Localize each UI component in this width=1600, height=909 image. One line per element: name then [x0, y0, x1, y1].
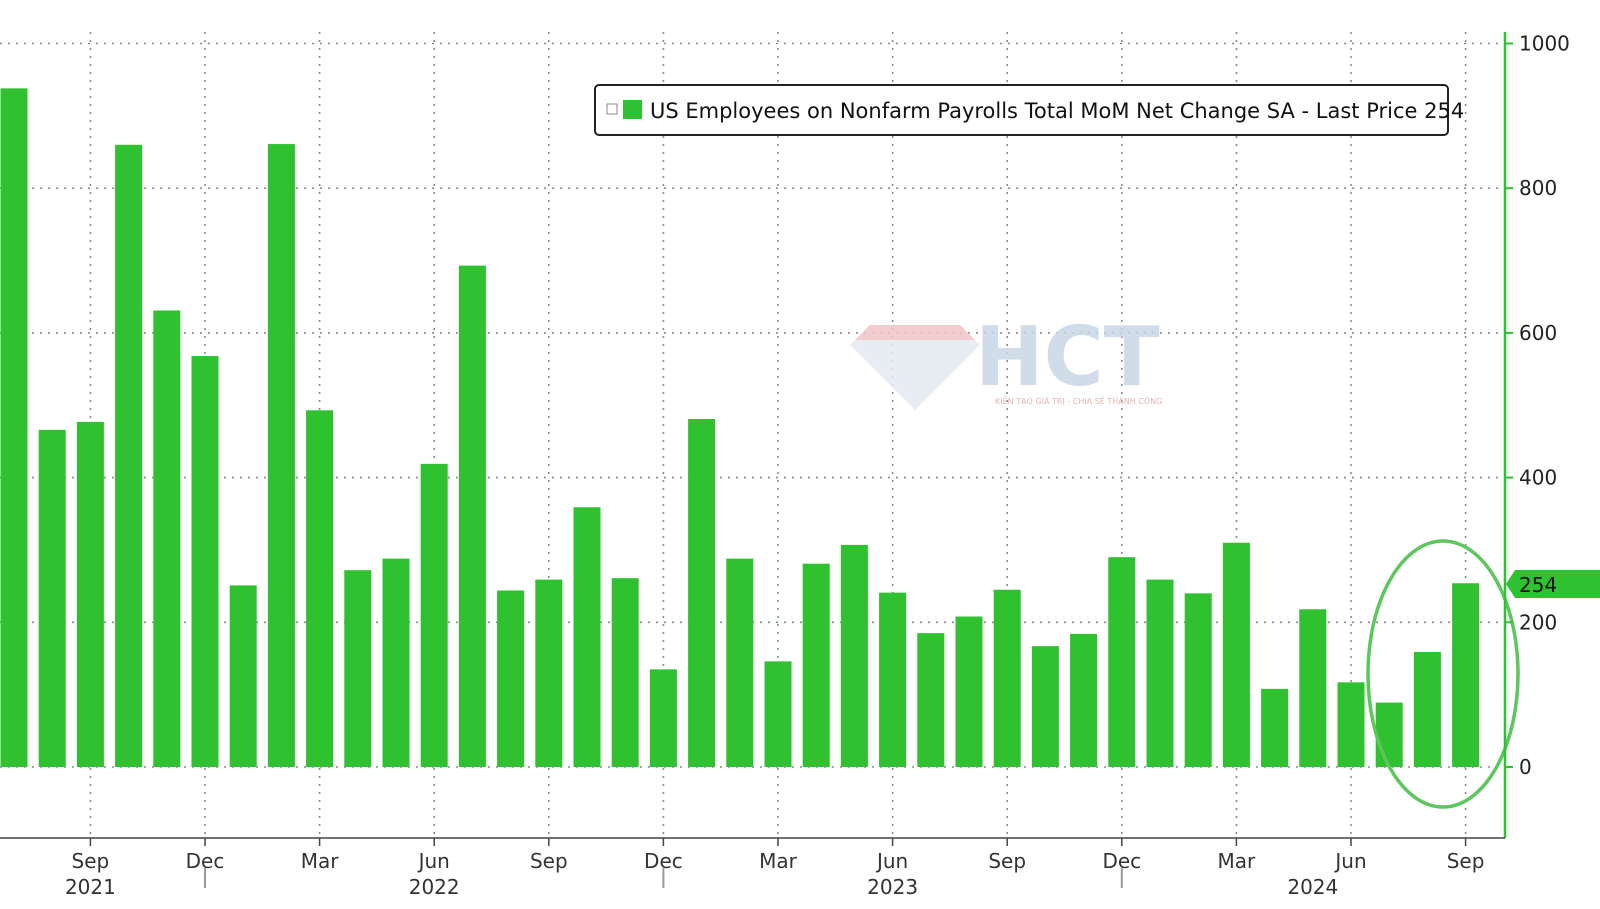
x-tick-label: Jun — [875, 849, 908, 873]
bar — [1375, 702, 1403, 767]
bar — [458, 265, 486, 767]
bar — [1261, 688, 1289, 767]
bar — [993, 589, 1021, 767]
bar — [344, 570, 372, 767]
x-tick-label: Sep — [988, 849, 1026, 873]
legend-box — [594, 84, 1449, 136]
bar — [0, 88, 28, 768]
bar — [1031, 646, 1059, 767]
bar — [191, 356, 219, 767]
bar — [1222, 542, 1250, 767]
y-tick-label: 400 — [1519, 466, 1557, 490]
watermark-logo-top — [855, 325, 975, 340]
year-label: 2024 — [1287, 875, 1338, 899]
bar — [649, 669, 677, 767]
bars — [0, 88, 1505, 768]
bar — [1070, 633, 1098, 767]
bar — [573, 507, 601, 767]
x-tick-label: Jun — [1333, 849, 1366, 873]
bar — [1108, 557, 1136, 767]
bar — [1452, 583, 1480, 767]
x-axis: Sep Dec Mar Jun Sep Dec Mar Jun Sep Dec Mar Jun Sep2… — [0, 837, 1505, 899]
x-tick-label: Sep — [530, 849, 568, 873]
watermark-text: HCT — [975, 310, 1160, 405]
legend-label: US Employees on Nonfarm Payrolls Total M… — [650, 99, 1464, 123]
y-axis: 0 200 400 600 800 1000 — [1505, 32, 1570, 779]
last-price-marker: 254 — [1506, 570, 1600, 598]
year-label: 2021 — [65, 875, 116, 899]
bar — [917, 633, 945, 767]
x-tick-label: Mar — [1218, 849, 1257, 873]
bar — [229, 585, 257, 767]
watermark-tagline: KIẾN TẠO GIÁ TRỊ - CHIA SẺ THÀNH CÔNG — [995, 395, 1162, 407]
y-tick-label: 200 — [1519, 610, 1557, 634]
bar — [1184, 593, 1212, 767]
bar — [802, 563, 830, 767]
legend-collapse-icon[interactable] — [606, 103, 618, 115]
x-tick-label: Jun — [417, 849, 450, 873]
bar — [726, 558, 754, 767]
y-tick-label: 800 — [1519, 176, 1557, 200]
bar — [879, 592, 907, 767]
last-price-label: 254 — [1519, 573, 1557, 597]
watermark: HCT KIẾN TẠO GIÁ TRỊ - CHIA SẺ THÀNH CÔN… — [850, 310, 1162, 410]
bar — [382, 558, 410, 767]
bar — [153, 310, 181, 767]
y-tick-label: 600 — [1519, 321, 1557, 345]
bar — [955, 616, 983, 767]
bar — [535, 579, 563, 767]
bar — [840, 544, 868, 767]
bar — [688, 418, 716, 767]
year-label: 2023 — [867, 875, 918, 899]
y-tick-label: 0 — [1519, 755, 1532, 779]
legend-swatch — [623, 100, 642, 119]
year-label: 2022 — [409, 875, 460, 899]
legend: US Employees on Nonfarm Payrolls Total M… — [594, 84, 1464, 136]
bar — [1337, 682, 1365, 767]
highlight-ellipse — [1366, 539, 1520, 809]
x-tick-label: Sep — [1447, 849, 1485, 873]
bar — [267, 144, 295, 767]
x-tick-label: Mar — [759, 849, 798, 873]
bar — [497, 590, 525, 767]
bar — [76, 421, 104, 767]
bar — [611, 578, 639, 767]
bar — [420, 463, 448, 767]
y-tick-label: 1000 — [1519, 32, 1570, 56]
bar — [38, 429, 66, 767]
bar — [1413, 651, 1441, 767]
watermark-logo — [850, 325, 980, 410]
bar — [306, 410, 334, 767]
bar — [764, 661, 792, 767]
bar — [1146, 579, 1174, 767]
x-tick-label: Mar — [301, 849, 340, 873]
bar — [115, 144, 143, 768]
bar — [1299, 609, 1327, 767]
last-price-tag — [1506, 570, 1600, 598]
x-tick-label: Sep — [72, 849, 110, 873]
